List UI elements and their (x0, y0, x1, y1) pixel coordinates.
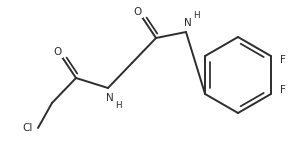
Text: H: H (115, 101, 121, 111)
Text: Cl: Cl (23, 123, 33, 133)
Text: O: O (134, 7, 142, 17)
Text: F: F (280, 55, 286, 65)
Text: H: H (193, 10, 199, 20)
Text: N: N (184, 18, 192, 28)
Text: F: F (280, 85, 286, 95)
Text: O: O (54, 47, 62, 57)
Text: N: N (106, 93, 114, 103)
